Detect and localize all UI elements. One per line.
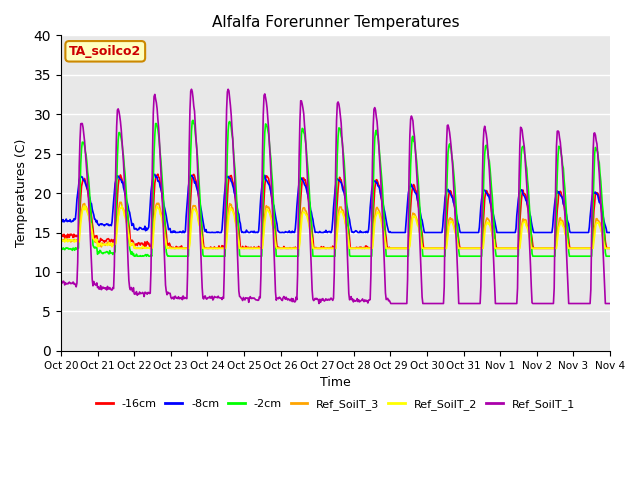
Ref_SoilT_3: [131, 245, 139, 251]
Ref_SoilT_1: [404, 276, 412, 282]
-2cm: [606, 253, 614, 259]
-8cm: [210, 229, 218, 235]
-2cm: [67, 246, 75, 252]
Ref_SoilT_3: [57, 238, 65, 243]
Line: Ref_SoilT_3: Ref_SoilT_3: [61, 203, 610, 248]
-8cm: [57, 216, 65, 221]
Ref_SoilT_3: [606, 245, 614, 251]
Y-axis label: Temperatures (C): Temperatures (C): [15, 139, 28, 247]
-16cm: [67, 232, 75, 238]
-8cm: [404, 199, 412, 205]
Ref_SoilT_3: [404, 245, 412, 251]
-2cm: [180, 253, 188, 259]
X-axis label: Time: Time: [320, 376, 351, 389]
-2cm: [189, 118, 197, 123]
Ref_SoilT_1: [67, 281, 75, 287]
-16cm: [154, 171, 162, 177]
Ref_SoilT_2: [404, 245, 412, 251]
Ref_SoilT_1: [420, 300, 428, 306]
Ref_SoilT_3: [116, 200, 124, 205]
-2cm: [57, 247, 65, 253]
-8cm: [180, 229, 188, 235]
Ref_SoilT_3: [124, 228, 132, 234]
Ref_SoilT_1: [606, 300, 614, 306]
-16cm: [124, 208, 131, 214]
-16cm: [167, 245, 175, 251]
Ref_SoilT_1: [188, 86, 195, 92]
Title: Alfalfa Forerunner Temperatures: Alfalfa Forerunner Temperatures: [212, 15, 460, 30]
Ref_SoilT_2: [124, 229, 132, 235]
-16cm: [180, 245, 188, 251]
Text: TA_soilco2: TA_soilco2: [69, 45, 141, 58]
Line: Ref_SoilT_2: Ref_SoilT_2: [61, 206, 610, 248]
Ref_SoilT_3: [420, 245, 428, 251]
-2cm: [131, 253, 138, 259]
Ref_SoilT_2: [81, 203, 89, 209]
-2cm: [210, 253, 218, 259]
Ref_SoilT_3: [180, 245, 188, 251]
-16cm: [404, 245, 412, 251]
Legend: -16cm, -8cm, -2cm, Ref_SoilT_3, Ref_SoilT_2, Ref_SoilT_1: -16cm, -8cm, -2cm, Ref_SoilT_3, Ref_Soil…: [92, 395, 579, 415]
Ref_SoilT_1: [179, 293, 187, 299]
Ref_SoilT_1: [315, 300, 323, 306]
-8cm: [151, 171, 159, 177]
-16cm: [606, 245, 614, 251]
-16cm: [210, 245, 218, 251]
Line: -8cm: -8cm: [61, 174, 610, 232]
Ref_SoilT_1: [124, 239, 131, 245]
Ref_SoilT_2: [67, 238, 75, 243]
Ref_SoilT_2: [420, 245, 428, 251]
-2cm: [124, 206, 131, 212]
Ref_SoilT_3: [210, 245, 218, 251]
Line: Ref_SoilT_1: Ref_SoilT_1: [61, 89, 610, 303]
Ref_SoilT_2: [606, 245, 614, 251]
-8cm: [606, 229, 614, 235]
-8cm: [67, 219, 75, 225]
Line: -2cm: -2cm: [61, 120, 610, 256]
Ref_SoilT_2: [131, 245, 138, 251]
Ref_SoilT_2: [180, 245, 188, 251]
-2cm: [404, 253, 412, 259]
Ref_SoilT_2: [57, 238, 65, 244]
-16cm: [57, 234, 65, 240]
-2cm: [420, 253, 428, 259]
-8cm: [167, 229, 175, 235]
-8cm: [420, 226, 428, 232]
Ref_SoilT_1: [209, 297, 217, 303]
Ref_SoilT_3: [67, 239, 75, 245]
-8cm: [124, 200, 131, 206]
Ref_SoilT_1: [57, 279, 65, 285]
Ref_SoilT_2: [210, 245, 218, 251]
Line: -16cm: -16cm: [61, 174, 610, 248]
-16cm: [420, 245, 428, 251]
